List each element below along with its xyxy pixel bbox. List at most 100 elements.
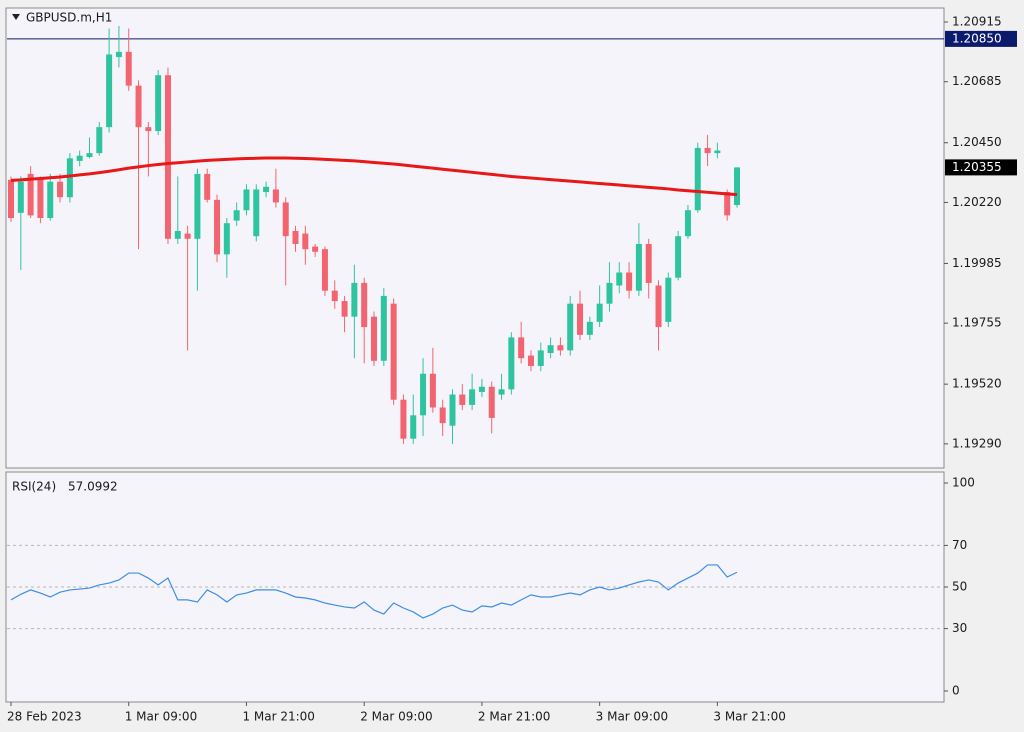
candle-body [645,243,652,283]
candle-body [17,181,24,213]
current-price-label: 1.20355 [952,160,1002,174]
candle-body [488,386,495,418]
current-price-box [945,159,1017,176]
y-tick-label: 100 [952,476,975,490]
rsi-value: 57.0992 [68,480,118,494]
x-tick-label: 3 Mar 09:00 [596,710,669,724]
candle-body [606,282,613,304]
candle-body [429,373,436,408]
candle-body [527,355,534,366]
candle-body [410,415,417,439]
candle-body [184,233,191,239]
candle-body [684,210,691,237]
candle-body [596,303,603,322]
candle-body [164,75,171,239]
candle-body [498,389,505,395]
candle-body [665,277,672,322]
candle-body [586,321,593,335]
y-tick-label: 1.19985 [952,256,1002,270]
candle-body [616,272,623,286]
x-tick-label: 3 Mar 21:00 [713,710,786,724]
candle-body [459,394,466,405]
candle-body [675,236,682,278]
candle-body [115,51,122,58]
candle-body [174,230,181,239]
candle-body [371,316,377,361]
candle-body [655,285,662,328]
candle-body [439,407,446,424]
y-tick-label: 1.20915 [952,15,1002,29]
candle-body [125,51,132,86]
candle-body [8,179,14,219]
x-tick-label: 1 Mar 09:00 [125,710,198,724]
candle-body [390,303,397,400]
candle-body [557,345,564,351]
candle-body [272,189,279,203]
candle-body [449,394,456,426]
candle-body [577,303,584,335]
candle-body [86,153,93,158]
y-tick-label: 1.19520 [952,377,1002,391]
candle-body [724,192,731,216]
candle-body [469,389,476,405]
candle-body [233,210,240,221]
symbol-title: GBPUSD.m,H1 [26,11,112,25]
price-line-box [945,30,1017,47]
candle-body [478,386,485,392]
candle-body [714,150,721,154]
candle-body [704,147,711,154]
candle-body [57,181,64,198]
moving-average [10,156,738,197]
y-tick-label: 1.19755 [952,316,1002,330]
candle-body [135,85,142,128]
candle-body [567,303,574,351]
candle-body [547,345,554,353]
candle-body [380,295,387,361]
candle-body [626,272,633,291]
candle-body [223,223,230,255]
candle-body [734,167,740,206]
candle-body [155,75,162,132]
candle-body [106,54,113,128]
x-tick-label: 2 Mar 21:00 [478,710,551,724]
candle-body [302,233,309,250]
candle-body [282,202,289,237]
x-tick-label: 1 Mar 21:00 [242,710,315,724]
candle-body [635,243,642,291]
y-tick-label: 0 [952,683,960,697]
candle-body [214,199,221,255]
candle-body [341,301,348,317]
candle-body [508,337,515,390]
y-tick-label: 1.20450 [952,135,1002,149]
candle-body [694,147,701,211]
x-tick-label: 2 Mar 09:00 [360,710,433,724]
candle-body [537,350,544,366]
candle-body [518,337,525,359]
candle-body [351,282,358,317]
rsi-title: RSI(24) [12,480,56,494]
symbol-menu-arrow[interactable] [12,14,20,20]
y-tick-label: 70 [952,538,967,552]
candle-body [312,246,319,252]
candle-body [263,186,270,193]
candle-body [66,158,73,198]
y-tick-label: 1.19290 [952,436,1002,450]
price-line-label: 1.20850 [952,31,1002,45]
candle-body [47,181,54,219]
candle-body [331,290,338,302]
candle-body [292,230,299,244]
candle-body [37,179,44,219]
candle-body [145,127,152,132]
y-tick-label: 50 [952,580,967,594]
candle-body [194,173,201,239]
candle-body [321,249,328,291]
candle-body [361,282,368,328]
y-tick-label: 30 [952,621,967,635]
candle-body [76,155,83,161]
candle-body [204,173,211,200]
y-tick-label: 1.20685 [952,74,1002,88]
rsi-line [10,564,738,619]
candle-body [243,189,250,211]
